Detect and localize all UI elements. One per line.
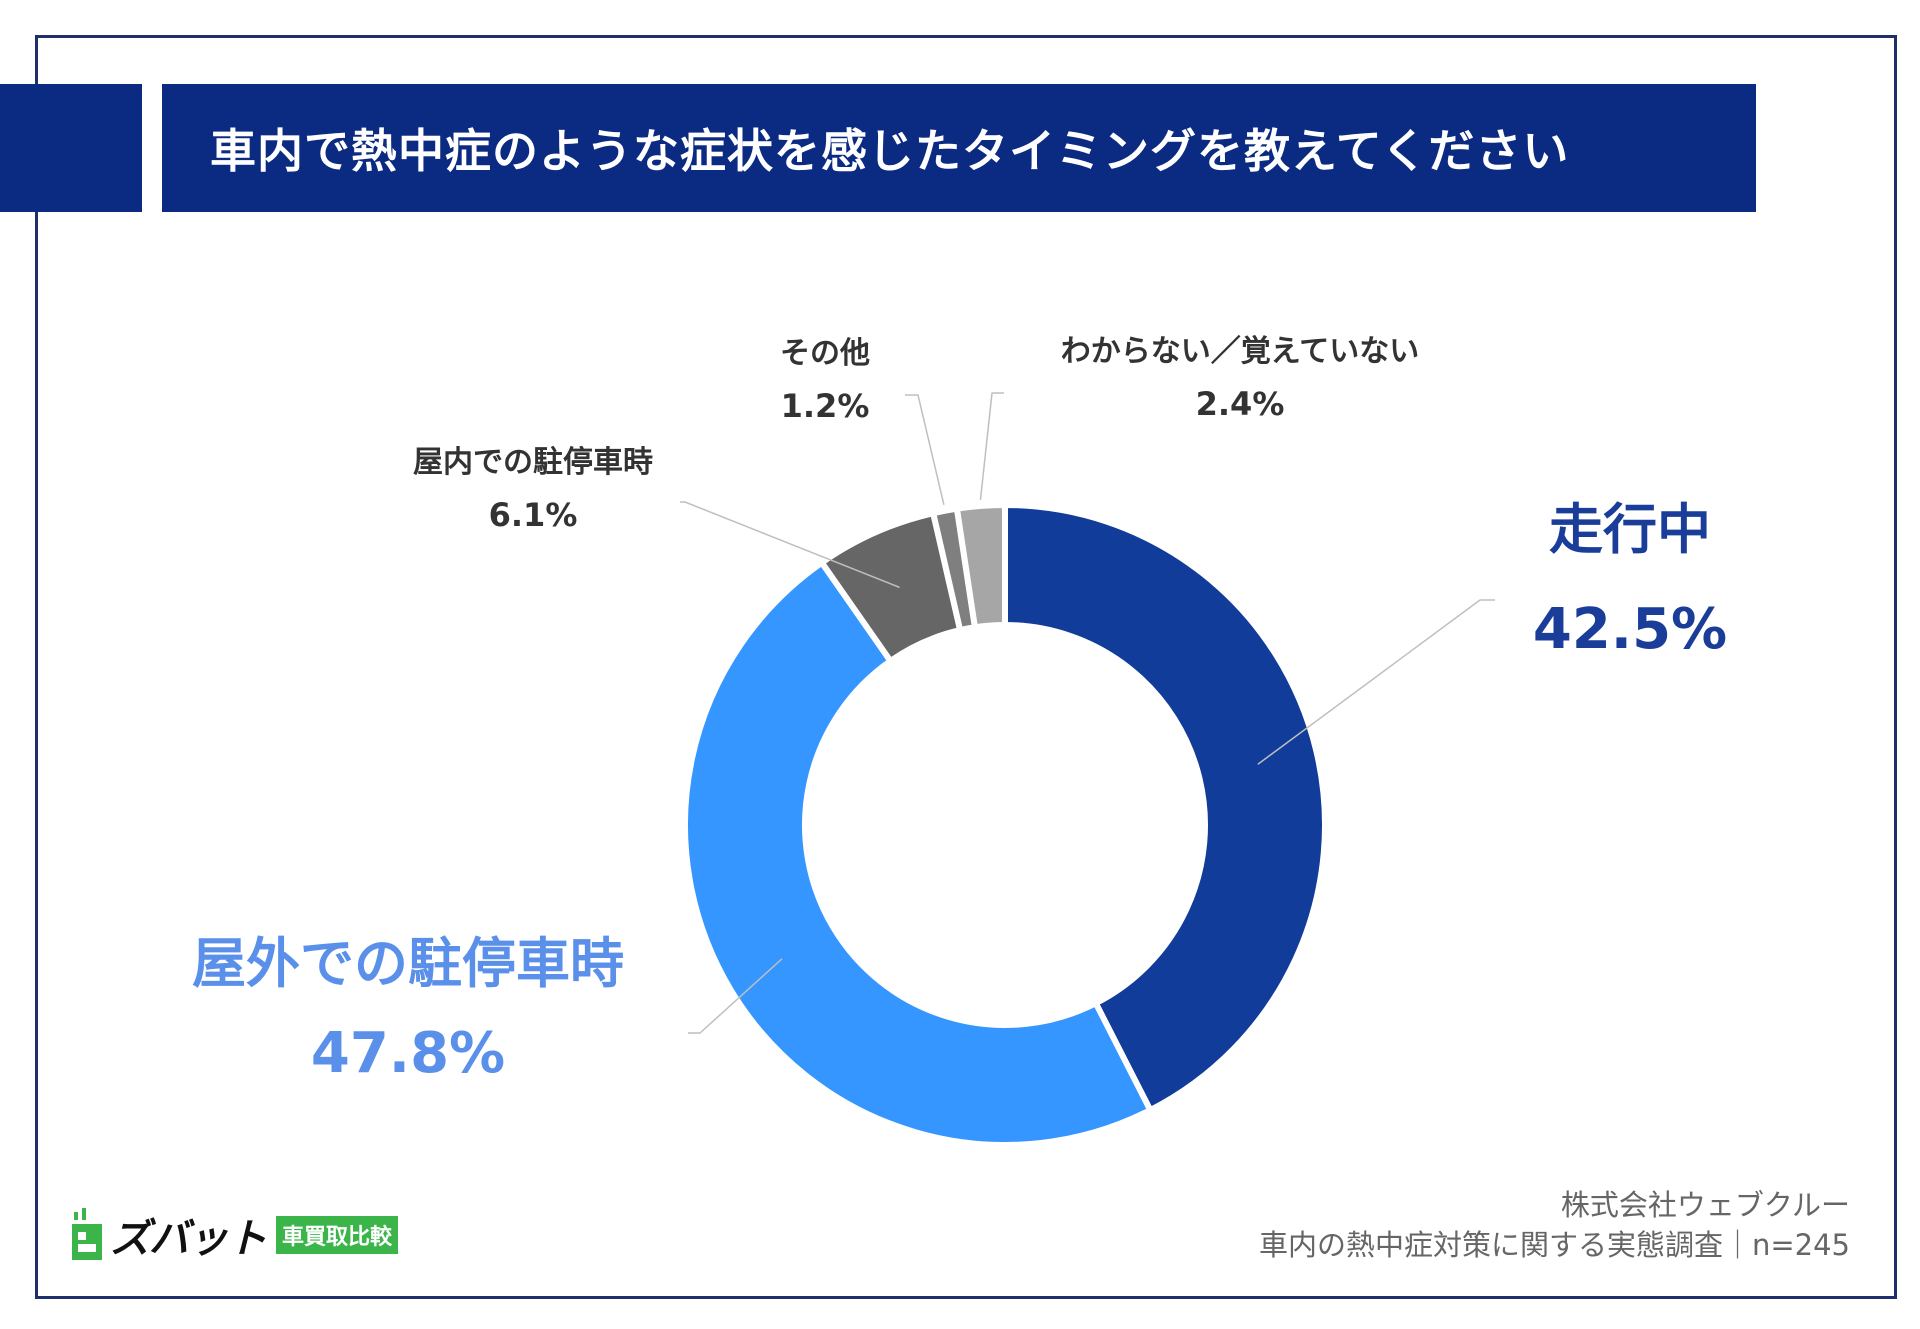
logo-badge: 車買取比較: [276, 1216, 399, 1254]
title-bar: 車内で熱中症のような症状を感じたタイミングを教えてください: [162, 84, 1756, 212]
slice-label-value-2: 47.8%: [311, 1021, 505, 1086]
chart-title: 車内で熱中症のような症状を感じたタイミングを教えてください: [210, 124, 1570, 178]
slice-label-name-1: 走行中: [1549, 498, 1711, 561]
slice-2: [682, 559, 1154, 1148]
source-company: 株式会社ウェブクルー: [1560, 1188, 1850, 1222]
logo-text: ズバット: [110, 1216, 267, 1262]
slice-label-name-4: その他: [780, 336, 870, 371]
chart-frame: [35, 35, 1897, 1299]
logo-mark-icon: [70, 1208, 106, 1262]
leader-line-4: [905, 394, 945, 505]
slice-label-value-1: 42.5%: [1533, 597, 1727, 662]
slice-1: [1002, 502, 1328, 1114]
slice-label-value-4: 1.2%: [781, 387, 870, 425]
slice-label-value-3: 6.1%: [489, 496, 578, 534]
slice-5: [953, 502, 1008, 631]
leader-line-3: [680, 501, 900, 589]
leader-line-2: [688, 958, 783, 1034]
leader-line-1: [1257, 599, 1495, 765]
source-survey: 車内の熱中症対策に関する実態調査｜n=245: [1258, 1228, 1850, 1262]
slice-label-name-5: わからない／覚えていない: [1061, 334, 1420, 369]
leader-line-5: [979, 392, 1004, 501]
slice-label-value-5: 2.4%: [1196, 385, 1285, 423]
source-note: 株式会社ウェブクルー 車内の熱中症対策に関する実態調査｜n=245: [1259, 1185, 1850, 1265]
zubat-logo: ズバット 車買取比較: [70, 1205, 399, 1265]
slice-label-name-2: 屋外での駐停車時: [192, 932, 624, 995]
title-bar-accent: [0, 84, 142, 212]
slice-label-name-3: 屋内での駐停車時: [413, 445, 653, 480]
